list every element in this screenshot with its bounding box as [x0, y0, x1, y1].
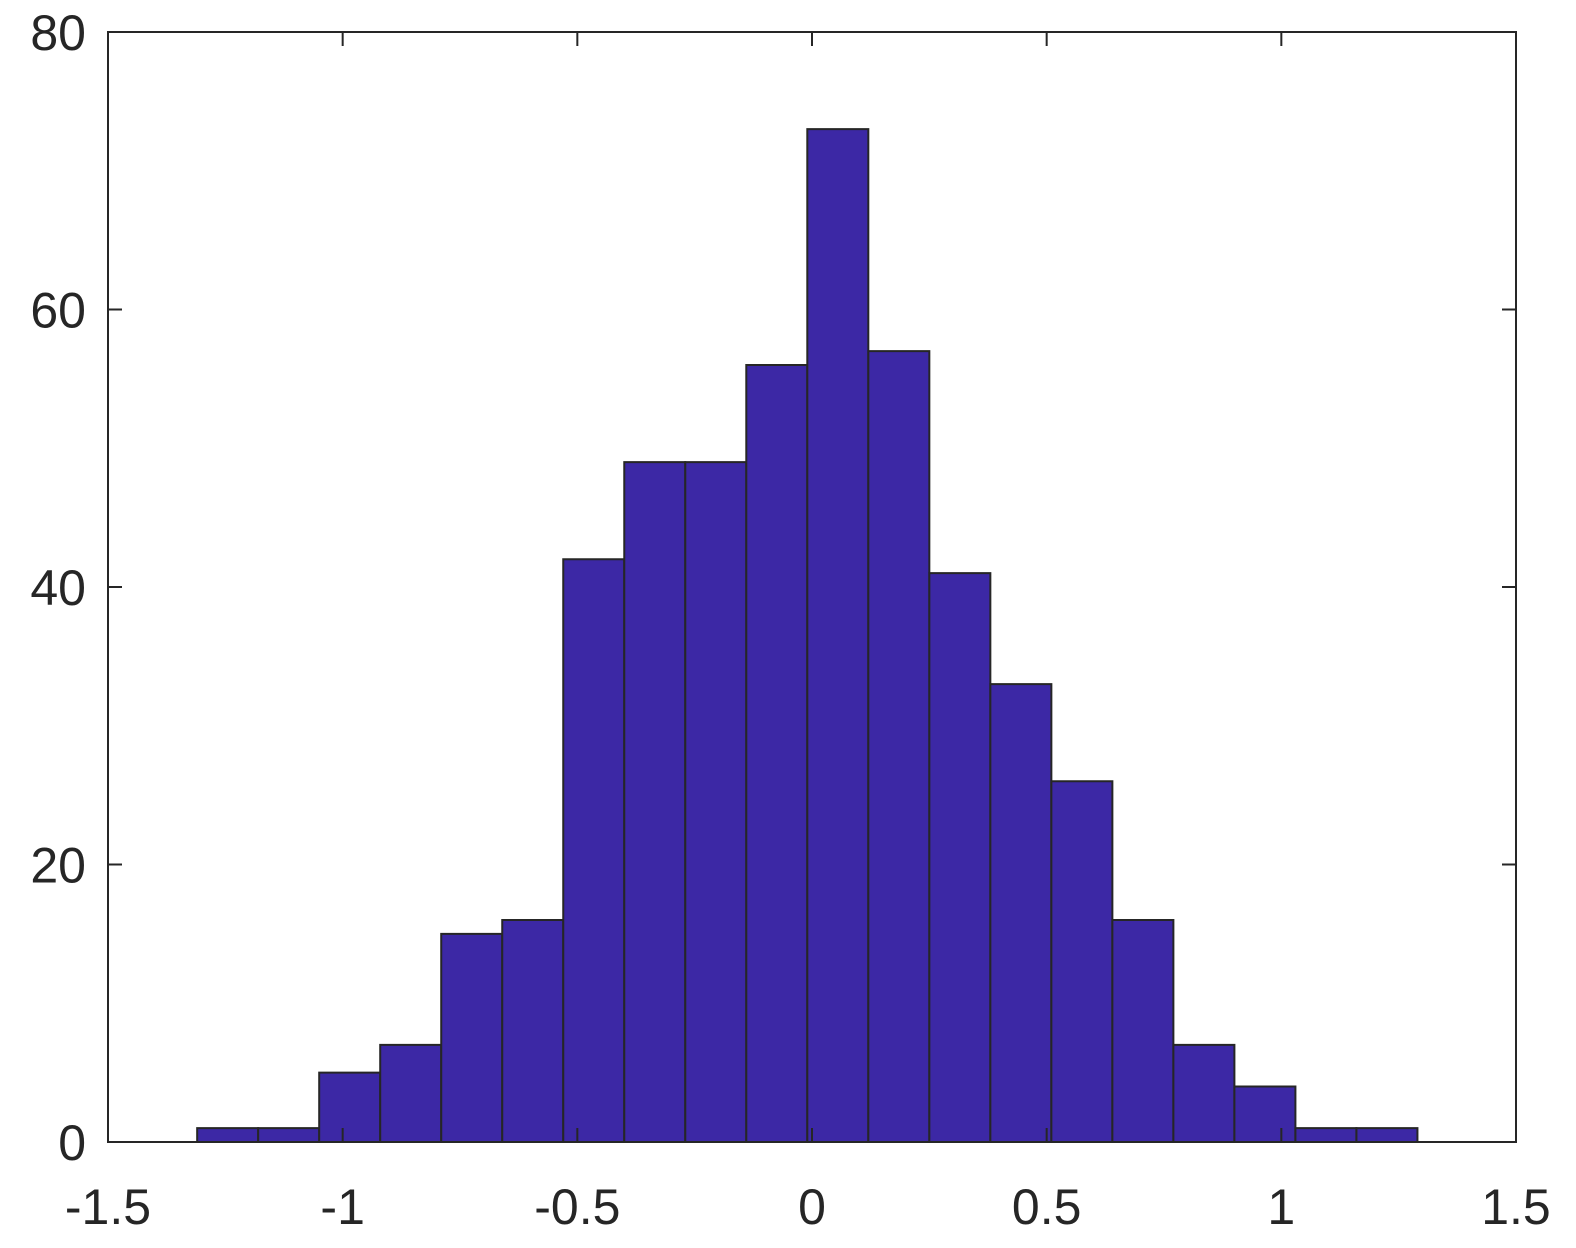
bar [928, 572, 992, 1143]
x-tick-label: -1 [320, 1179, 364, 1235]
x-tick-label: 0 [798, 1179, 826, 1235]
bar [440, 932, 504, 1143]
y-tick-label: 80 [30, 5, 86, 61]
bar [196, 1127, 260, 1143]
bar [745, 364, 809, 1143]
bar [1233, 1085, 1297, 1143]
bar [989, 683, 1053, 1143]
x-tick-label: -1.5 [65, 1179, 151, 1235]
bar [806, 128, 870, 1143]
y-tick-label: 40 [30, 560, 86, 616]
bar [379, 1043, 443, 1143]
bar [1294, 1127, 1358, 1143]
y-tick-label: 0 [58, 1115, 86, 1171]
bar [684, 461, 748, 1143]
x-tick-label: 1 [1267, 1179, 1295, 1235]
x-tick-label: 1.5 [1481, 1179, 1551, 1235]
bar [867, 350, 931, 1143]
bar [1050, 780, 1114, 1143]
bar [318, 1071, 382, 1143]
x-tick-label: 0.5 [1012, 1179, 1082, 1235]
bar [1111, 919, 1175, 1143]
y-tick-label: 20 [30, 838, 86, 894]
bar [501, 919, 565, 1143]
bar [1355, 1127, 1419, 1143]
x-tick-label: -0.5 [534, 1179, 620, 1235]
bar [562, 558, 626, 1143]
bar [623, 461, 687, 1143]
bar [257, 1127, 321, 1143]
bar [1172, 1043, 1236, 1143]
y-tick-label: 60 [30, 283, 86, 339]
